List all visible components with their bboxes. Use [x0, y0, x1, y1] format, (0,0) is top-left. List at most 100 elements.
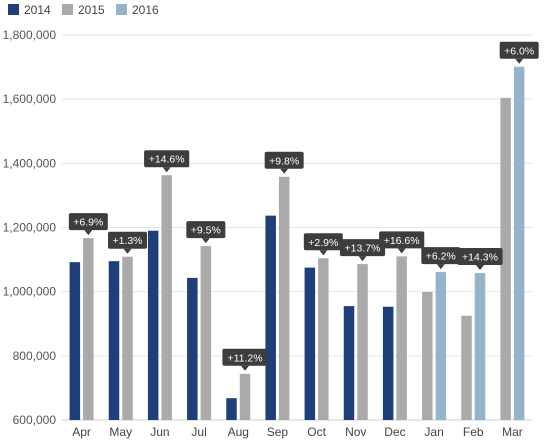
callout-label: +14.6% — [149, 154, 185, 166]
callout-pointer — [436, 264, 445, 270]
callout-label: +16.6% — [384, 235, 420, 247]
callout-box — [108, 231, 147, 249]
x-tick-label: Jun — [150, 425, 169, 439]
bar-Jun-2015 — [161, 175, 172, 420]
bar-Jun-2014 — [147, 230, 159, 420]
callout-label: +11.2% — [227, 352, 262, 364]
callout-box — [499, 41, 539, 59]
callout-pointer — [201, 238, 210, 244]
callout-box — [186, 221, 226, 239]
y-tick-label: 1,800,000 — [3, 28, 57, 42]
callout-label: +2.9% — [308, 237, 338, 249]
callout-pointer — [162, 167, 171, 173]
callout-Nov: +13.7% — [339, 239, 386, 262]
legend-swatch-2016 — [116, 4, 127, 15]
callout-Jun: +14.6% — [144, 150, 190, 173]
y-tick-label: 1,200,000 — [3, 221, 57, 235]
x-tick-label: Jul — [191, 425, 206, 439]
callout-label: +9.8% — [269, 155, 299, 167]
bar-Oct-2015 — [318, 258, 329, 420]
x-tick-label: Nov — [345, 425, 366, 439]
bar-Nov-2015 — [357, 264, 368, 420]
bar-Jul-2014 — [187, 277, 198, 420]
callout-Apr: +6.9% — [68, 213, 108, 236]
callout-label: +6.2% — [426, 251, 456, 263]
bar-Nov-2014 — [343, 306, 355, 420]
callout-box — [222, 348, 268, 366]
bar-Sep-2015 — [278, 176, 290, 420]
x-tick-label: Feb — [463, 425, 484, 439]
callout-Aug: +11.2% — [222, 348, 268, 371]
callout-box — [303, 233, 343, 251]
callout-Mar: +6.0% — [499, 41, 539, 64]
callouts: +6.9% +1.3% +14.6% +9.5% +11.2% +9.8% +2.9% +13… — [68, 41, 539, 371]
callout-box — [339, 239, 386, 257]
callout-box — [457, 248, 503, 266]
bar-Apr-2014 — [69, 262, 81, 420]
legend-label-2016: 2016 — [132, 3, 159, 17]
bar-May-2014 — [108, 261, 120, 420]
bar-Mar-2016 — [513, 66, 525, 420]
callout-Jul: +9.5% — [186, 221, 226, 244]
callout-Jan: +6.2% — [421, 247, 461, 270]
x-tick-label: Oct — [307, 425, 326, 439]
callout-label: +14.3% — [462, 252, 498, 264]
x-tick-label: Sep — [267, 425, 289, 439]
callout-label: +9.5% — [191, 225, 221, 237]
bar-Feb-2016 — [474, 273, 486, 420]
callout-label: +1.3% — [112, 235, 142, 247]
y-tick-label: 1,600,000 — [3, 92, 57, 106]
x-tick-label: Mar — [502, 425, 523, 439]
callout-Oct: +2.9% — [303, 233, 343, 256]
bar-Jul-2015 — [200, 246, 212, 420]
bar-Oct-2014 — [304, 267, 316, 420]
callout-pointer — [515, 58, 524, 64]
callout-May: +1.3% — [108, 231, 147, 254]
x-tick-label: Dec — [384, 425, 405, 439]
callout-box — [144, 150, 190, 168]
bar-May-2015 — [122, 256, 133, 420]
x-tick-label: Jan — [424, 425, 443, 439]
legend-label-2014: 2014 — [24, 3, 51, 17]
callout-pointer — [84, 230, 93, 236]
bar-Jan-2015 — [422, 291, 433, 420]
x-axis: Apr May Jun Jul Aug Sep Oct Nov Dec Jan Feb Mar — [72, 425, 523, 439]
bar-Jan-2016 — [435, 272, 447, 420]
x-tick-label: Aug — [228, 425, 249, 439]
x-tick-label: Apr — [72, 425, 91, 439]
callout-pointer — [123, 248, 132, 254]
bar-Aug-2014 — [226, 398, 237, 420]
callout-label: +13.7% — [345, 243, 381, 255]
bar-Sep-2014 — [265, 215, 276, 420]
y-tick-label: 1,000,000 — [3, 285, 57, 299]
legend: 2014 2015 2016 — [8, 3, 159, 17]
callout-Feb: +14.3% — [457, 248, 503, 271]
bar-Feb-2015 — [461, 315, 472, 420]
callout-pointer — [397, 248, 406, 254]
callout-box — [379, 231, 425, 249]
legend-swatch-2014 — [8, 4, 19, 15]
y-tick-label: 600,000 — [13, 413, 57, 427]
callout-label: +6.0% — [504, 45, 534, 57]
callout-pointer — [280, 168, 289, 174]
callout-pointer — [358, 256, 367, 262]
callout-box — [421, 247, 461, 265]
bar-Aug-2015 — [239, 373, 251, 420]
bars — [69, 66, 525, 420]
y-axis: 600,000 800,000 1,000,000 1,200,000 1,400,00… — [3, 28, 532, 427]
callout-Dec: +16.6% — [379, 231, 425, 254]
callout-pointer — [476, 265, 484, 271]
x-tick-label: May — [109, 425, 132, 439]
callout-pointer — [319, 250, 328, 256]
y-tick-label: 800,000 — [13, 349, 57, 363]
legend-label-2015: 2015 — [78, 3, 105, 17]
bar-Dec-2014 — [382, 306, 394, 420]
bar-Mar-2015 — [500, 97, 511, 420]
callout-pointer — [241, 365, 249, 371]
callout-Sep: +9.8% — [264, 151, 304, 174]
bar-Apr-2015 — [83, 238, 94, 420]
legend-swatch-2015 — [62, 4, 73, 15]
callout-box — [68, 213, 108, 231]
y-tick-label: 1,400,000 — [3, 156, 57, 170]
